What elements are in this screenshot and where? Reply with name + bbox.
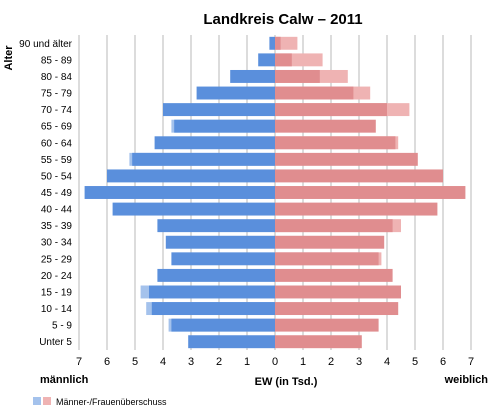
x-tick-label: 1 [300, 356, 306, 368]
x-tick-label: 7 [468, 356, 474, 368]
legend: Männer-/Frauenüberschuss [33, 397, 167, 407]
bar-female-common [275, 252, 379, 266]
bar-male-common [171, 318, 275, 332]
bar-female [275, 119, 376, 133]
bar-female [275, 202, 438, 216]
right-label: weiblich [444, 374, 489, 386]
bar-male [165, 235, 275, 249]
bar-male-common [174, 119, 275, 133]
bar-male [196, 86, 275, 100]
bar-female [275, 235, 385, 249]
category-label: 70 - 74 [41, 105, 73, 116]
x-tick-label: 3 [188, 356, 194, 368]
bar-male [258, 53, 275, 67]
bar-female [275, 285, 401, 299]
legend-swatch-female [43, 397, 51, 405]
bar-female-common [275, 53, 292, 67]
bar-female [275, 152, 418, 166]
category-label: 45 - 49 [41, 188, 73, 199]
category-label: 40 - 44 [41, 205, 73, 216]
x-axis-label: EW (in Tsd.) [255, 376, 318, 388]
x-tick-label: 2 [328, 356, 334, 368]
category-label: 90 und älter [19, 39, 72, 50]
x-tick-label: 4 [160, 356, 166, 368]
category-label: 50 - 54 [41, 171, 73, 182]
category-label: 60 - 64 [41, 138, 73, 149]
bar-male [84, 186, 275, 199]
x-tick-label: 0 [272, 356, 278, 368]
x-tick-label: 4 [384, 356, 390, 368]
x-tick-label: 2 [216, 356, 222, 368]
chart-title: Landkreis Calw – 2011 [203, 11, 362, 28]
bar-female [275, 318, 379, 332]
bar-male [107, 169, 275, 183]
category-label: 80 - 84 [41, 72, 73, 83]
bar-male [188, 335, 275, 349]
bar-female [275, 335, 362, 349]
bar-female-common [275, 69, 320, 83]
x-tick-labels: 7 6 5 4 3 2 1 0 1 2 3 4 5 6 7 [76, 356, 474, 368]
bar-male [112, 202, 275, 216]
legend-swatch-male [33, 397, 41, 405]
category-labels: 90 und älter 85 - 89 80 - 84 75 - 79 70 - 74… [19, 39, 72, 348]
category-label: Unter 5 [39, 337, 72, 348]
x-tick-label: 7 [76, 356, 82, 368]
bar-male [154, 136, 275, 150]
bar-male [157, 268, 275, 282]
category-label: 55 - 59 [41, 155, 73, 166]
bar-male [269, 36, 275, 50]
bars [84, 36, 466, 349]
bar-female-common [275, 86, 354, 100]
left-label: männlich [40, 374, 89, 386]
bar-female-common [275, 136, 396, 150]
category-label: 5 - 9 [52, 321, 72, 332]
x-tick-label: 5 [412, 356, 418, 368]
legend-label: Männer-/Frauenüberschuss [56, 397, 167, 407]
category-label: 15 - 19 [41, 287, 73, 298]
bar-female [275, 186, 466, 199]
x-tick-label: 3 [356, 356, 362, 368]
bar-male-common [151, 302, 275, 316]
bar-female [275, 302, 399, 316]
category-label: 10 - 14 [41, 304, 73, 315]
category-label: 35 - 39 [41, 221, 73, 232]
x-tick-label: 6 [104, 356, 110, 368]
bar-male-common [132, 152, 275, 166]
bar-female [275, 169, 443, 183]
category-label: 30 - 34 [41, 238, 73, 249]
category-label: 75 - 79 [41, 89, 73, 100]
category-label: 85 - 89 [41, 55, 73, 66]
category-label: 20 - 24 [41, 271, 73, 282]
bar-male [171, 252, 275, 266]
x-tick-label: 6 [440, 356, 446, 368]
bar-female-common [275, 103, 387, 117]
bar-male [230, 69, 275, 83]
bar-female [275, 268, 393, 282]
x-tick-label: 1 [244, 356, 250, 368]
category-label: 25 - 29 [41, 254, 73, 265]
bar-male [163, 103, 275, 117]
bar-female-common [275, 219, 393, 233]
bar-male [157, 219, 275, 233]
x-tick-label: 5 [132, 356, 138, 368]
y-axis-label: Alter [3, 45, 15, 71]
bar-female-common [275, 36, 281, 50]
bar-male-common [149, 285, 275, 299]
category-label: 65 - 69 [41, 122, 73, 133]
